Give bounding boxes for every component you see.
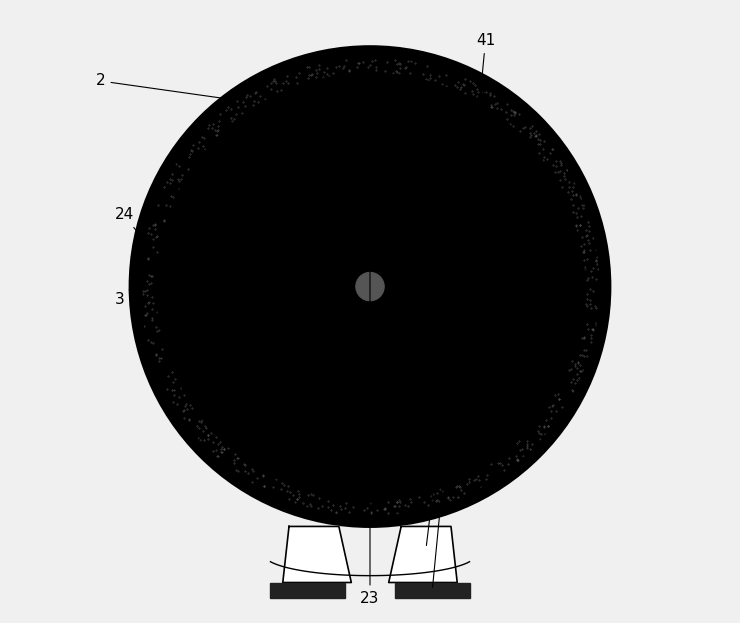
Text: 41: 41 bbox=[433, 33, 495, 587]
Text: 2: 2 bbox=[96, 74, 230, 99]
Polygon shape bbox=[283, 526, 352, 583]
Circle shape bbox=[346, 263, 394, 310]
Polygon shape bbox=[270, 583, 345, 598]
Polygon shape bbox=[395, 583, 470, 598]
Circle shape bbox=[356, 272, 384, 301]
Text: 231: 231 bbox=[477, 220, 539, 371]
Text: 212: 212 bbox=[510, 290, 579, 307]
Text: 24: 24 bbox=[115, 207, 215, 334]
Text: 3: 3 bbox=[115, 276, 144, 307]
Text: 21: 21 bbox=[510, 329, 548, 344]
Circle shape bbox=[130, 47, 610, 526]
Polygon shape bbox=[388, 526, 457, 583]
Text: 4: 4 bbox=[426, 89, 485, 546]
Text: 211: 211 bbox=[510, 249, 598, 381]
Text: 23: 23 bbox=[360, 82, 380, 606]
